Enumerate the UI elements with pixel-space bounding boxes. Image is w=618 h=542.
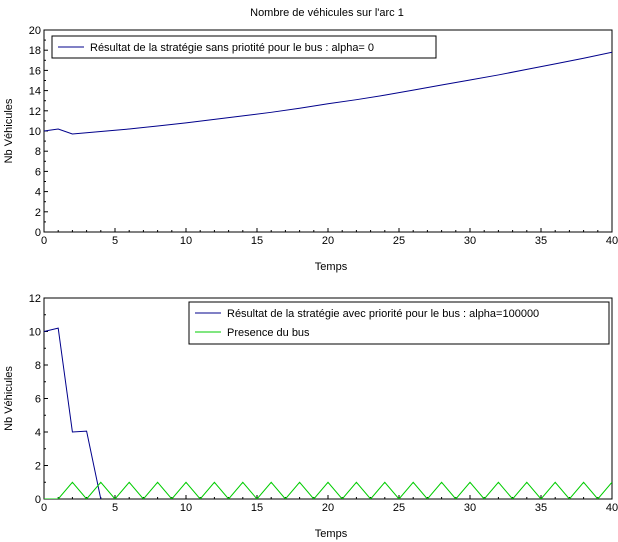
x-tick-label: 35	[535, 235, 547, 247]
plot-frame	[43, 29, 613, 233]
y-tick-label: 18	[29, 45, 41, 57]
y-tick-label: 6	[35, 394, 41, 406]
series-line-1	[44, 327, 102, 499]
x-tick-label: 40	[606, 502, 618, 514]
y-tick-label: 10	[29, 126, 41, 138]
x-tick-label: 35	[535, 502, 547, 514]
y-tick-label: 4	[35, 187, 41, 199]
x-tick-label: 40	[606, 235, 618, 247]
y-tick-label: 6	[35, 166, 41, 178]
y-axis-title: Nb Véhicules	[3, 366, 15, 431]
legend: Résultat de la stratégie avec priorité p…	[188, 301, 610, 345]
x-tick-label: 30	[464, 235, 476, 247]
legend-label: Presence du bus	[227, 327, 310, 339]
y-tick-label: 4	[35, 427, 41, 439]
legend-label: Résultat de la stratégie sans priotité p…	[90, 42, 374, 54]
legend-box	[188, 301, 610, 345]
y-tick-label: 8	[35, 360, 41, 372]
legend: Résultat de la stratégie sans priotité p…	[51, 35, 437, 59]
legend-label: Résultat de la stratégie avec priorité p…	[227, 308, 539, 320]
legend-box	[51, 35, 437, 59]
x-tick-label: 10	[180, 502, 192, 514]
x-tick-label: 20	[322, 235, 334, 247]
y-tick-label: 20	[29, 25, 41, 37]
x-tick-label: 20	[322, 502, 334, 514]
figure-title: Nombre de véhicules sur l'arc 1	[250, 7, 404, 19]
y-tick-label: 0	[35, 227, 41, 239]
y-tick-label: 2	[35, 461, 41, 473]
x-tick-label: 0	[41, 235, 47, 247]
y-tick-label: 8	[35, 146, 41, 158]
x-tick-label: 30	[464, 502, 476, 514]
y-tick-label: 0	[35, 494, 41, 506]
x-tick-label: 25	[393, 502, 405, 514]
plot-1: 0 5 10 15 20 25 30 35 40 0 2 4 6 8 10 12 14 16 18 20 Temps Nb…	[3, 25, 618, 273]
series-line-1	[44, 51, 612, 135]
x-tick-label: 10	[180, 235, 192, 247]
y-tick-label: 14	[29, 86, 41, 98]
y-tick-label: 16	[29, 65, 41, 77]
y-tick-label: 10	[29, 327, 41, 339]
x-tick-label: 15	[251, 502, 263, 514]
x-axis-title: Temps	[315, 528, 348, 540]
x-axis-title: Temps	[315, 261, 348, 273]
x-tick-label: 25	[393, 235, 405, 247]
x-tick-label: 0	[41, 502, 47, 514]
x-tick-label: 5	[112, 235, 118, 247]
y-tick-label: 12	[29, 106, 41, 118]
x-tick-label: 15	[251, 235, 263, 247]
y-tick-label: 2	[35, 207, 41, 219]
series-line-2	[44, 481, 612, 499]
y-axis-title: Nb Véhicules	[3, 98, 15, 163]
x-tick-label: 5	[112, 502, 118, 514]
y-tick-label: 12	[29, 293, 41, 305]
plot-2: 0 5 10 15 20 25 30 35 40 0 2 4 6 8 10 12 Temps Nb Véhicul…	[3, 293, 618, 540]
